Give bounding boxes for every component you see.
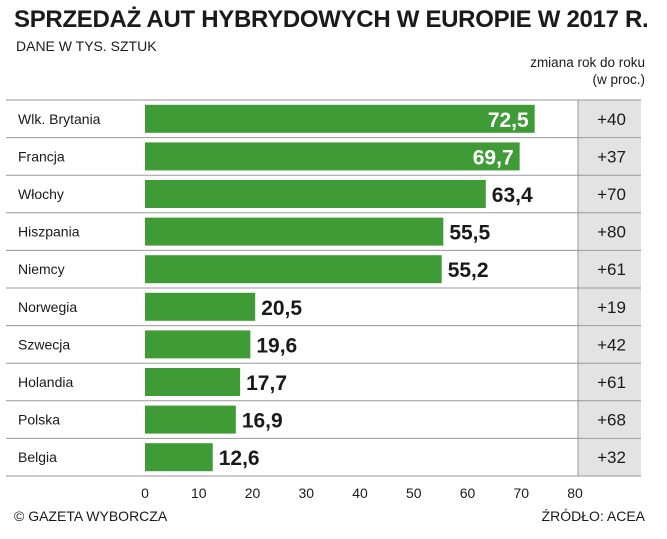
category-label: Polska: [18, 412, 60, 428]
bar: [145, 217, 444, 246]
chart-subtitle: DANE W TYS. SZTUK: [16, 38, 157, 54]
bar: [145, 405, 236, 434]
value-label: 55,5: [449, 222, 490, 245]
x-tick-label: 0: [141, 485, 149, 501]
category-label: Szwecja: [18, 336, 70, 352]
x-tick-label: 30: [298, 485, 314, 501]
category-label: Niemcy: [18, 261, 65, 277]
category-label: Holandia: [18, 374, 73, 390]
change-column-header: zmiana rok do roku (w proc.): [485, 54, 645, 88]
x-tick-label: 50: [406, 485, 422, 501]
value-label: 69,7: [473, 146, 514, 169]
change-label: +32: [597, 448, 626, 467]
x-tick-label: 70: [513, 485, 529, 501]
x-tick-label: 60: [460, 485, 476, 501]
copyright-note: © GAZETA WYBORCZA: [14, 508, 168, 524]
bar: [145, 180, 486, 208]
change-header-line1: zmiana rok do roku: [530, 55, 645, 70]
change-label: +42: [597, 335, 626, 354]
bar: [145, 255, 442, 284]
change-label: +68: [597, 411, 626, 430]
value-label: 55,2: [448, 259, 489, 282]
x-tick-label: 20: [245, 485, 261, 501]
change-header-line2: (w proc.): [592, 72, 645, 87]
bar: [145, 104, 535, 133]
bar: [145, 142, 520, 171]
category-label: Włochy: [18, 186, 64, 202]
value-label: 72,5: [488, 109, 529, 132]
bar: [145, 330, 251, 359]
category-label: Norwegia: [18, 299, 77, 315]
value-label: 17,7: [246, 372, 287, 395]
category-label: Belgia: [18, 449, 57, 465]
value-label: 63,4: [492, 184, 533, 207]
change-label: +61: [597, 260, 626, 279]
bar: [145, 292, 256, 321]
bar: [145, 368, 241, 396]
change-label: +70: [597, 185, 626, 204]
change-label: +37: [597, 147, 626, 166]
category-label: Wlk. Brytania: [18, 111, 101, 127]
value-label: 20,5: [261, 297, 302, 320]
category-label: Francja: [18, 148, 65, 164]
change-label: +61: [597, 373, 626, 392]
category-label: Hiszpania: [18, 224, 80, 240]
x-tick-label: 10: [191, 485, 207, 501]
change-label: +19: [597, 298, 626, 317]
bar: [145, 443, 213, 472]
value-label: 16,9: [242, 410, 283, 433]
value-label: 19,6: [256, 334, 297, 357]
value-label: 12,6: [219, 447, 260, 470]
x-tick-label: 80: [567, 485, 583, 501]
change-label: +40: [597, 110, 626, 129]
chart-title: SPRZEDAŻ AUT HYBRYDOWYCH W EUROPIE W 201…: [14, 6, 649, 33]
source-note: ŹRÓDŁO: ACEA: [541, 508, 645, 524]
x-tick-label: 40: [352, 485, 368, 501]
change-label: +80: [597, 223, 626, 242]
